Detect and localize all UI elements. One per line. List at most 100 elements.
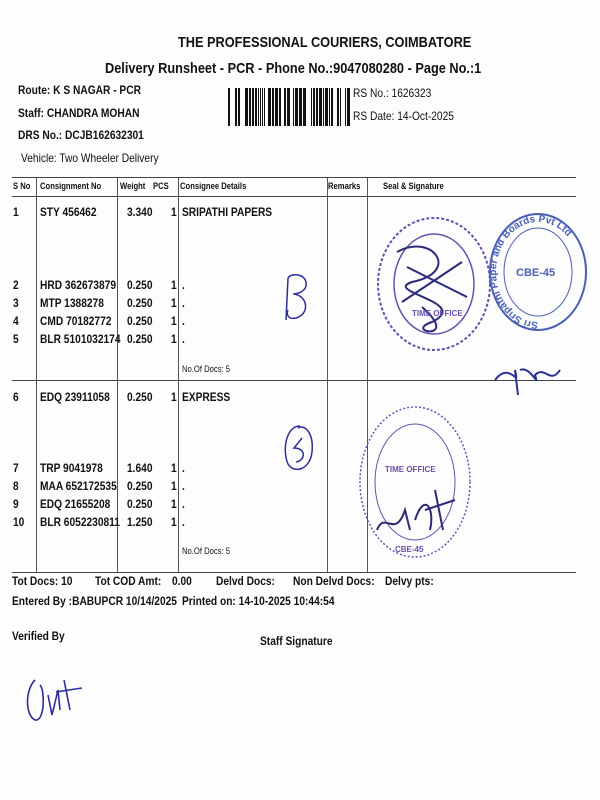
barcode-bar	[252, 88, 254, 126]
entered-by: Entered By :BABUPCR 10/14/2025	[12, 594, 177, 608]
row-consignment-no: TRP 9041978	[40, 461, 103, 475]
col-divider	[36, 178, 37, 572]
barcode-bar	[340, 88, 341, 126]
row-pcs: 1	[171, 296, 177, 310]
barcode-bar	[313, 88, 315, 126]
row-consignment-no: CMD 70182772	[40, 314, 112, 328]
row-consignment-no: BLR 6052230811	[40, 515, 120, 529]
barcode-bar	[293, 88, 294, 126]
row-weight: 1.250	[127, 515, 153, 529]
barcode-bar	[272, 88, 274, 126]
col-divider	[327, 178, 328, 572]
barcode-bar	[279, 88, 281, 126]
row-consignment-no: STY 456462	[40, 205, 97, 219]
seal-stamp-couriers-1: TIME OFFICE	[377, 217, 491, 351]
seal-stamp-couriers-2: TIME OFFICE CBE-45	[359, 406, 471, 558]
row-sno: 1	[13, 205, 19, 219]
barcode-bar	[262, 88, 263, 126]
staff-signature-label: Staff Signature	[260, 634, 333, 648]
row-detail: .	[182, 515, 185, 529]
row-sno: 8	[13, 479, 19, 493]
col-header-seal: Seal & Signature	[383, 181, 444, 191]
printed-on: Printed on: 14-10-2025 10:44:54	[182, 594, 335, 608]
barcode-bar	[284, 88, 286, 126]
col-divider	[178, 178, 179, 572]
col-divider	[367, 178, 368, 572]
col-header-sno: S No	[13, 181, 31, 191]
row-pcs: 1	[171, 314, 177, 328]
row-detail: .	[182, 497, 185, 511]
barcode-bar	[299, 88, 302, 126]
row-sno: 9	[13, 497, 19, 511]
row-pcs: 1	[171, 332, 177, 346]
row-consignment-no: MAA 652172535	[40, 479, 117, 493]
drs-no: DRS No.: DCJB162632301	[18, 128, 144, 142]
non-delvd-docs: Non Delvd Docs:	[293, 574, 375, 588]
row-consignment-no: EDQ 21655208	[40, 497, 111, 511]
svg-text:TIME OFFICE: TIME OFFICE	[385, 465, 436, 474]
row-pcs: 1	[171, 205, 177, 219]
barcode-bar	[331, 88, 333, 126]
vehicle: Vehicle: Two Wheeler Delivery	[21, 151, 159, 165]
row-sno: 7	[13, 461, 19, 475]
row-weight: 0.250	[127, 314, 153, 328]
tot-cod-value: 0.00	[172, 574, 192, 588]
handwritten-count-1	[285, 273, 307, 321]
staff: Staff: CHANDRA MOHAN	[18, 106, 140, 120]
row-sno: 5	[13, 332, 19, 346]
row-consignment-no: BLR 5101032174	[40, 332, 121, 346]
consignee-name: SRIPATHI PAPERS	[182, 205, 273, 219]
row-detail: .	[182, 461, 185, 475]
row-weight: 3.340	[127, 205, 153, 219]
row-sno: 10	[13, 515, 25, 529]
no-of-docs: No.Of Docs: 5	[182, 364, 231, 374]
barcode-bar	[295, 88, 298, 126]
barcode-bar	[345, 88, 346, 126]
handwritten-signature-verifier	[26, 679, 83, 721]
row-pcs: 1	[171, 479, 177, 493]
row-detail: .	[182, 479, 185, 493]
table-top-border	[12, 177, 576, 178]
barcode-bar	[258, 88, 259, 126]
barcode-bar	[235, 88, 237, 126]
runsheet-subtitle: Delivery Runsheet - PCR - Phone No.:9047…	[105, 60, 482, 77]
barcode-bar	[311, 88, 312, 126]
barcode-bar	[260, 88, 261, 126]
row-consignment-no: HRD 362673879	[40, 278, 116, 292]
row-consignment-no: EDQ 23911058	[40, 390, 110, 404]
rs-date: RS Date: 14-Oct-2025	[353, 109, 454, 123]
row-consignment-no: MTP 1388278	[40, 296, 104, 310]
barcode-bar	[325, 88, 328, 126]
col-header-remarks: Remarks	[328, 181, 361, 191]
col-divider	[117, 178, 118, 572]
handwritten-count-2	[284, 425, 313, 471]
route: Route: K S NAGAR - PCR	[18, 83, 141, 97]
barcode-bar	[303, 88, 306, 126]
row-detail: .	[182, 278, 185, 292]
row-detail: .	[182, 314, 185, 328]
no-of-docs: No.Of Docs: 5	[182, 546, 231, 556]
row-weight: 0.250	[127, 278, 153, 292]
barcode-bar	[228, 88, 230, 126]
barcode-bar	[316, 88, 318, 126]
barcode-bar	[245, 88, 248, 126]
svg-text:TIME OFFICE: TIME OFFICE	[412, 309, 463, 318]
col-header-consignment: Consignment No	[40, 181, 102, 191]
row-sno: 2	[13, 278, 19, 292]
barcode-bar	[238, 88, 240, 126]
col-header-consignee: Consignee Details	[180, 181, 247, 191]
barcode-bar	[319, 88, 322, 126]
row-detail: .	[182, 332, 185, 346]
row-weight: 0.250	[127, 390, 153, 404]
barcode-bar	[268, 88, 271, 126]
verified-by-label: Verified By	[12, 629, 65, 643]
company-title: THE PROFESSIONAL COURIERS, COIMBATORE	[178, 34, 472, 51]
delvd-docs: Delvd Docs:	[216, 574, 275, 588]
barcode-bar	[329, 88, 330, 126]
barcode-bar	[255, 88, 257, 126]
barcode-bar	[275, 88, 278, 126]
rs-no: RS No.: 1626323	[353, 86, 432, 100]
row-detail: .	[182, 296, 185, 310]
row-sno: 4	[13, 314, 19, 328]
